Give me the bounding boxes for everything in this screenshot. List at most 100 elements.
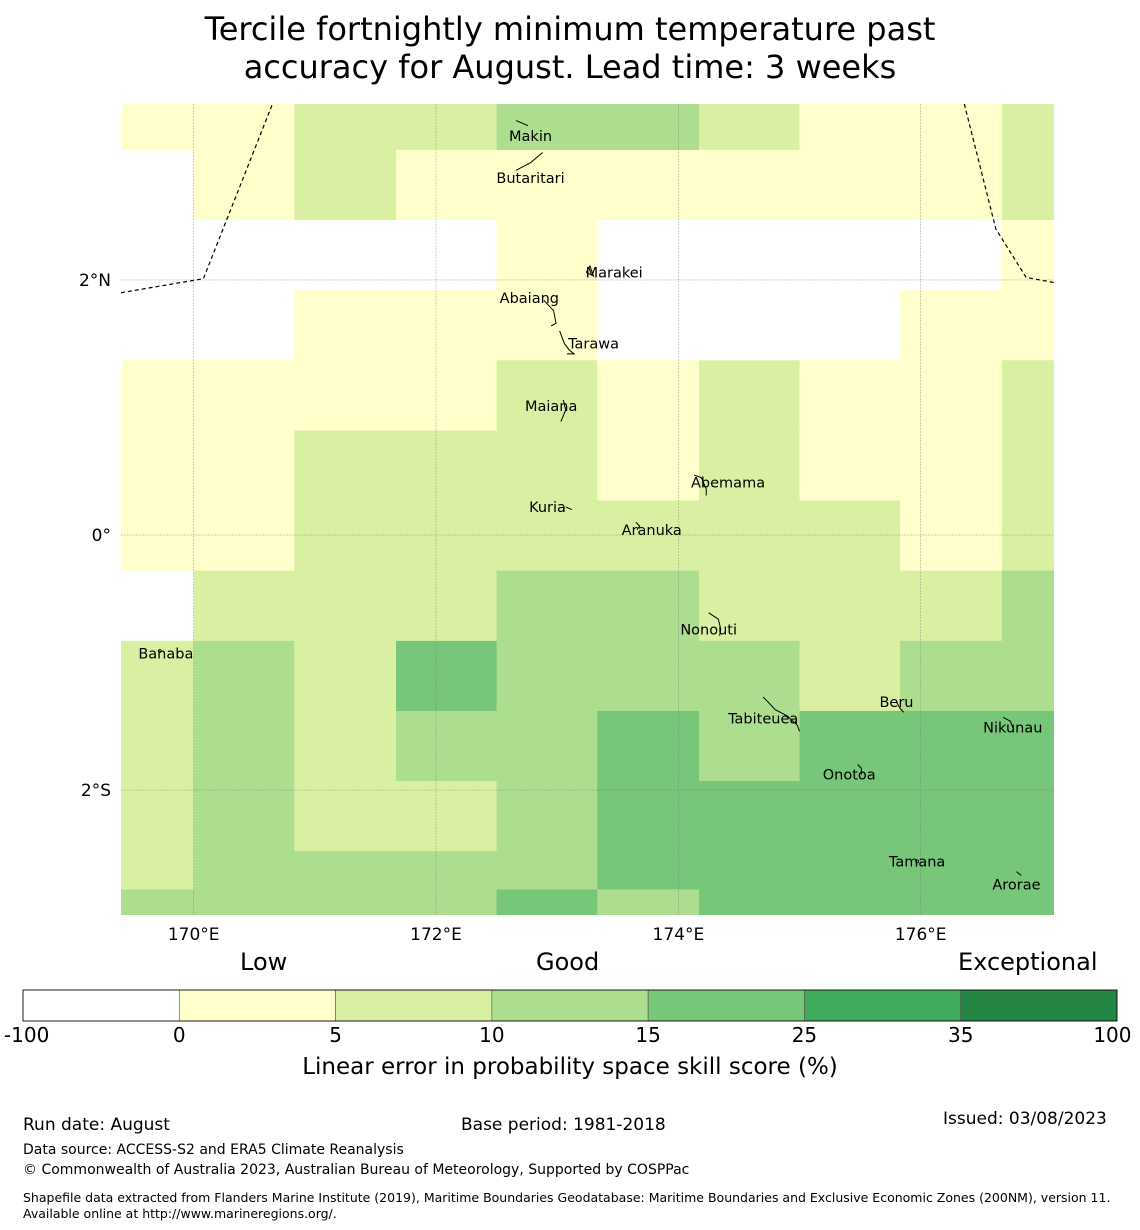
grid-cell xyxy=(1001,220,1054,291)
grid-cell xyxy=(294,104,397,151)
grid-cell xyxy=(496,149,598,221)
grid-cell xyxy=(597,220,700,291)
colorbar-tick-label: 10 xyxy=(479,1023,505,1047)
grid-cell xyxy=(193,889,295,915)
grid-cell xyxy=(121,781,195,852)
issued-date: Issued: 03/08/2023 xyxy=(943,1109,1107,1129)
grid-cell xyxy=(294,149,397,221)
grid-cell xyxy=(1001,500,1054,572)
grid-cell xyxy=(1001,781,1054,852)
grid-cell xyxy=(597,430,700,502)
grid-cell xyxy=(193,360,295,432)
grid-cell xyxy=(193,781,295,852)
island-label: Maiana xyxy=(525,399,577,415)
base-period: Base period: 1981-2018 xyxy=(461,1115,666,1135)
grid-cell xyxy=(193,500,295,572)
grid-cell xyxy=(496,500,598,572)
grid-cell xyxy=(799,104,901,151)
grid-cell xyxy=(597,149,700,221)
island-outline xyxy=(693,474,707,496)
grid-cell xyxy=(396,149,498,221)
colorbar-segment xyxy=(960,989,1118,1022)
grid-cell xyxy=(900,220,1003,291)
grid-cell xyxy=(799,149,901,221)
grid-cell xyxy=(496,851,598,891)
island-label: Aranuka xyxy=(622,523,682,539)
grid-cell xyxy=(900,781,1003,852)
colorbar-frame xyxy=(22,989,1118,1022)
grid-cell xyxy=(294,640,397,712)
grid-cell xyxy=(799,781,901,852)
grid-cell xyxy=(121,220,195,291)
grid-cell xyxy=(496,360,598,432)
grid-cell xyxy=(396,104,498,151)
grid-cell xyxy=(799,710,901,782)
grid-cell xyxy=(900,889,1003,915)
grid-cell xyxy=(193,104,295,151)
grid-cell xyxy=(698,290,801,361)
island-outline xyxy=(857,764,862,775)
grid-cell xyxy=(597,500,700,572)
grid-cell xyxy=(799,500,901,572)
island-label: Abaiang xyxy=(500,291,559,307)
island-outline xyxy=(896,701,905,713)
island-label: Tamana xyxy=(888,854,945,870)
grid-cell xyxy=(496,710,598,782)
grid-cell xyxy=(900,290,1003,361)
lon-tick-label: 176°E xyxy=(895,925,947,945)
grid-cell xyxy=(799,220,901,291)
lat-tick-label: 2°N xyxy=(79,271,111,291)
grid-cell xyxy=(193,430,295,502)
grid-cell xyxy=(698,710,801,782)
island-outline xyxy=(565,506,572,510)
grid-cell xyxy=(496,570,598,642)
grid-cell xyxy=(900,104,1003,151)
grid-cell xyxy=(597,851,700,891)
island-outline xyxy=(708,612,722,636)
island-outline xyxy=(585,264,595,278)
lon-tick-label: 174°E xyxy=(653,925,705,945)
grid-cell xyxy=(496,104,598,151)
grid-cell xyxy=(193,640,295,712)
colorbar-segment xyxy=(647,989,805,1022)
grid-cell xyxy=(193,851,295,891)
island-outline xyxy=(915,859,919,864)
grid-cell xyxy=(597,640,700,712)
grid-cell xyxy=(1001,640,1054,712)
title-line-1: Tercile fortnightly minimum temperature … xyxy=(204,10,936,48)
colorbar-header-exceptional: Exceptional xyxy=(958,948,1098,976)
island-label: Marakei xyxy=(586,265,643,281)
grid-cell xyxy=(294,360,397,432)
island-label: Nonouti xyxy=(680,622,737,638)
grid-cell xyxy=(698,500,801,572)
grid-cell xyxy=(698,430,801,502)
island-label: Tarawa xyxy=(567,337,619,353)
grid-cell xyxy=(698,889,801,915)
island-label: Abemama xyxy=(691,476,765,492)
grid-cell xyxy=(496,430,598,502)
grid-cell xyxy=(799,640,901,712)
grid-cell xyxy=(121,640,195,712)
grid-cell xyxy=(396,430,498,502)
colorbar-tick-label: 100 xyxy=(1093,1023,1132,1047)
graticule xyxy=(121,104,1054,915)
grid-cell xyxy=(496,889,598,915)
grid-cell xyxy=(698,220,801,291)
lat-tick-label: 2°S xyxy=(81,781,111,801)
grid-cell xyxy=(193,290,295,361)
grid-cell xyxy=(597,360,700,432)
grid-cell xyxy=(698,360,801,432)
grid-cell xyxy=(294,570,397,642)
shapefile-credit: Shapefile data extracted from Flanders M… xyxy=(23,1190,1111,1221)
island-outline xyxy=(1002,716,1014,728)
grid-cell xyxy=(799,360,901,432)
grid-cell xyxy=(1001,290,1054,361)
grid-cell xyxy=(1001,104,1054,151)
grid-cell xyxy=(900,710,1003,782)
grid-cell xyxy=(900,570,1003,642)
colorbar-label: Linear error in probability space skill … xyxy=(302,1054,838,1080)
colorbar-segment xyxy=(335,989,493,1022)
grid-cell xyxy=(698,781,801,852)
title-line-2: accuracy for August. Lead time: 3 weeks xyxy=(243,48,897,86)
colorbar-segment xyxy=(491,989,649,1022)
